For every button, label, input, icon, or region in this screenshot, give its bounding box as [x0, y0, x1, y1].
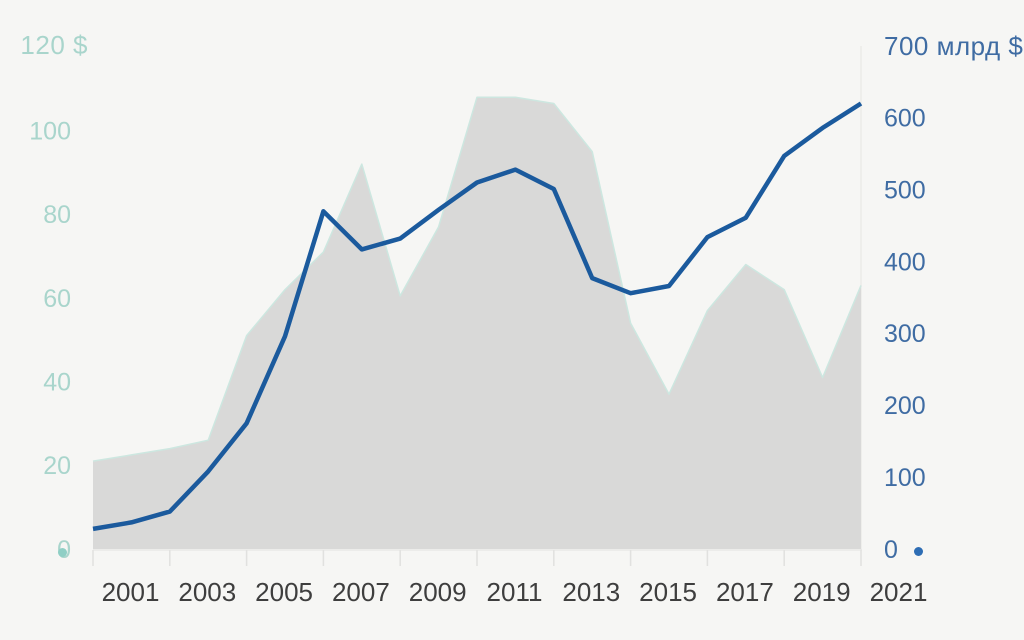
left-axis-tick-label: 20	[43, 452, 71, 480]
right-axis-tick-label: 200	[884, 392, 926, 420]
x-axis-tick-label: 2021	[870, 577, 928, 607]
left-axis-tick-label: 60	[43, 285, 71, 313]
x-axis-tick-label: 2011	[487, 577, 543, 607]
right-axis-tick-label: 400	[884, 248, 926, 276]
right-axis-tick-label: 500	[884, 176, 926, 204]
oil-price-usd-area	[93, 97, 861, 549]
right-axis-tick-label: 600	[884, 105, 926, 133]
area-edge	[92, 96, 862, 462]
right-axis-title: 700 млрд $	[884, 31, 1024, 61]
x-axis-tick-label: 2019	[793, 577, 851, 607]
x-axis-tick-label: 2005	[255, 577, 313, 607]
right-axis-tick-label: 300	[884, 320, 926, 348]
left-axis-dot	[58, 548, 67, 557]
left-axis-tick-label: 40	[43, 368, 71, 396]
x-axis-tick-label: 2009	[409, 577, 467, 607]
x-axis-tick-label: 2013	[562, 577, 620, 607]
x-axis-tick-label: 2003	[178, 577, 236, 607]
x-axis-tick-label: 2007	[332, 577, 390, 607]
x-axis-tick-label: 2015	[639, 577, 697, 607]
right-axis-dot	[914, 547, 923, 556]
x-axis-tick-label: 2017	[716, 577, 774, 607]
right-axis-tick-label: 100	[884, 464, 926, 492]
right-axis-tick-label: 0	[884, 536, 898, 564]
left-axis-tick-label: 80	[43, 201, 71, 229]
x-axis-tick-label: 2001	[102, 577, 160, 607]
left-axis-title: 120 $	[20, 30, 88, 60]
left-axis-tick-label: 100	[29, 117, 71, 145]
reserves-mlrd-usd-line	[92, 101, 863, 532]
